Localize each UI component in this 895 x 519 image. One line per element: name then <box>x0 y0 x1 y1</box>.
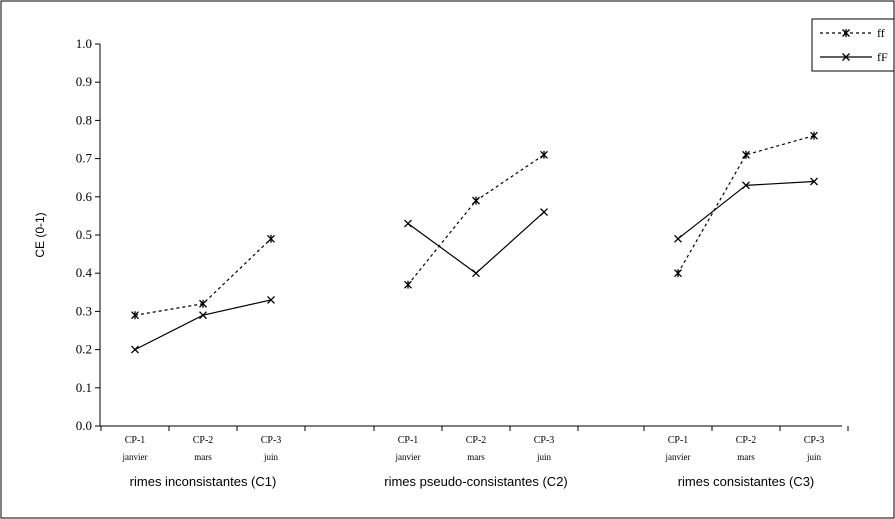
legend-label: ff <box>877 26 885 40</box>
x-tick-label: CP-2 <box>466 435 487 446</box>
series-1-point <box>674 269 682 278</box>
y-tick-label: 0.7 <box>76 151 93 166</box>
y-axis-label: CE (0-1) <box>33 212 47 257</box>
legend-marker <box>842 53 850 61</box>
series-1-point <box>742 150 750 159</box>
x-tick-label: CP-3 <box>261 435 282 446</box>
y-tick-label: 0.6 <box>76 189 93 204</box>
y-tick-label: 1.0 <box>76 36 92 51</box>
series-2-point <box>472 269 480 278</box>
y-tick-label: 0.4 <box>76 265 93 280</box>
x-tick-sublabel: janvier <box>665 452 691 462</box>
x-tick-sublabel: mars <box>194 452 212 462</box>
y-tick-label: 0.5 <box>76 227 92 242</box>
x-tick-label: CP-2 <box>193 435 214 446</box>
x-tick-sublabel: juin <box>806 452 822 462</box>
series-2-point <box>131 345 139 354</box>
series-2-point <box>742 181 750 190</box>
x-tick-sublabel: janvier <box>395 452 421 462</box>
series-1-point <box>199 299 207 308</box>
group-label: rimes consistantes (C3) <box>678 474 815 489</box>
legend-label: fF <box>877 50 888 64</box>
x-tick-sublabel: juin <box>263 452 279 462</box>
y-tick-label: 0.0 <box>76 418 92 433</box>
series-1-point <box>540 150 548 159</box>
plot-area: 0.0 0.1 0.2 0.3 0.4 0.5 0.6 0.7 0.8 0.9 1.0 CE (0-1… <box>33 36 849 489</box>
group-label: rimes inconsistantes (C1) <box>130 474 277 489</box>
x-tick-sublabel: juin <box>536 452 552 462</box>
x-tick-sublabel: janvier <box>122 452 148 462</box>
x-tick-label: CP-3 <box>534 435 555 446</box>
series-2-point <box>540 208 548 217</box>
legend: ff fF <box>811 18 895 72</box>
x-tick-sublabel: mars <box>737 452 755 462</box>
series-1-point <box>267 234 275 243</box>
y-tick-label: 0.3 <box>76 303 92 318</box>
series-1-point <box>810 131 818 140</box>
y-tick-label: 0.1 <box>76 380 92 395</box>
legend-marker <box>842 29 850 37</box>
y-tick-label: 0.8 <box>76 112 92 127</box>
series-1-point <box>472 196 480 205</box>
series-2-point <box>404 219 412 228</box>
x-tick-label: CP-2 <box>736 435 757 446</box>
y-tick-label: 0.9 <box>76 74 92 89</box>
y-tick-label: 0.2 <box>76 342 92 357</box>
x-tick-label: CP-1 <box>398 435 419 446</box>
series-2-point <box>674 234 682 243</box>
series-2-point <box>199 311 207 320</box>
series-2-point <box>267 295 275 304</box>
legend-box <box>811 18 895 72</box>
series-1-point <box>131 311 139 320</box>
x-tick-label: CP-1 <box>668 435 689 446</box>
x-tick-label: CP-3 <box>804 435 825 446</box>
x-tick-sublabel: mars <box>467 452 485 462</box>
series-1-point <box>404 280 412 289</box>
x-tick-label: CP-1 <box>125 435 146 446</box>
group-label: rimes pseudo-consistantes (C2) <box>384 474 568 489</box>
series-2-point <box>810 177 818 186</box>
